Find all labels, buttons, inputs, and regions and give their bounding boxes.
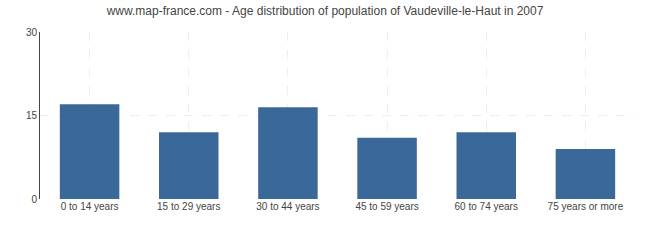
svg-text:30 to 44 years: 30 to 44 years — [256, 201, 319, 212]
svg-text:75 years or more: 75 years or more — [548, 201, 624, 212]
svg-text:60 to 74 years: 60 to 74 years — [455, 201, 518, 212]
svg-text:0: 0 — [31, 194, 37, 205]
svg-text:45 to 59 years: 45 to 59 years — [355, 201, 418, 212]
svg-text:15: 15 — [26, 110, 38, 121]
svg-text:15 to 29 years: 15 to 29 years — [157, 201, 220, 212]
svg-text:0 to 14 years: 0 to 14 years — [61, 201, 119, 212]
svg-text:www.map-france.com - Age distr: www.map-france.com - Age distribution of… — [106, 4, 544, 18]
svg-text:30: 30 — [26, 27, 38, 38]
